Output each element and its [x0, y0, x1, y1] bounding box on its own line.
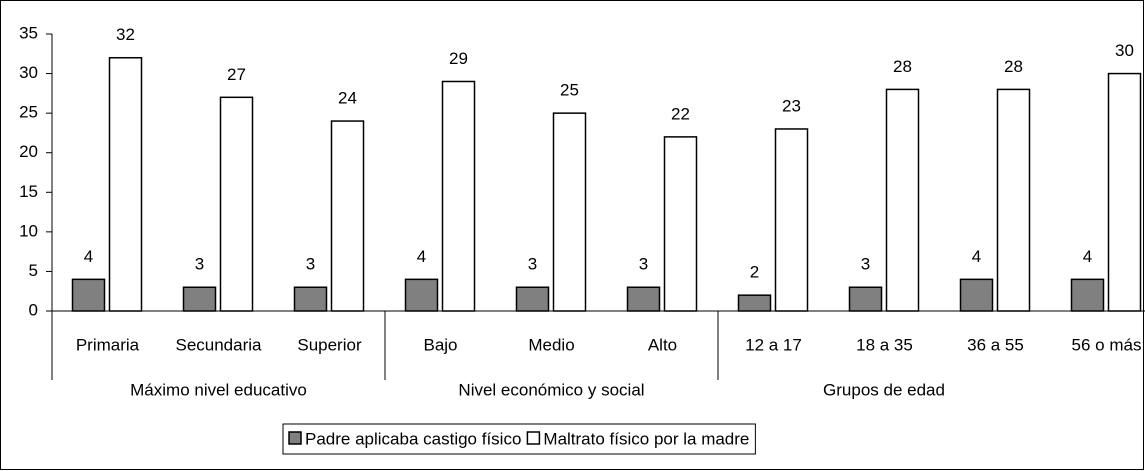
data-label: 3 [639, 255, 648, 274]
bar [848, 286, 883, 312]
x-tick-label: 36 a 55 [967, 335, 1024, 354]
data-label: 4 [84, 247, 93, 266]
data-label: 2 [750, 263, 759, 282]
x-tick-label: Superior [297, 335, 362, 354]
bar [404, 278, 439, 312]
legend-swatch [288, 431, 302, 445]
group-label: Grupos de edad [823, 380, 945, 399]
bar [71, 278, 106, 312]
bar [996, 88, 1031, 312]
bar [774, 128, 809, 312]
bar [330, 120, 365, 312]
data-label: 4 [1083, 247, 1092, 266]
data-label: 29 [449, 49, 468, 68]
group-label: Máximo nivel educativo [130, 380, 307, 399]
data-label: 32 [116, 25, 135, 44]
data-label: 3 [306, 255, 315, 274]
x-tick-label: 12 a 17 [745, 335, 802, 354]
data-label: 3 [195, 255, 204, 274]
data-label: 28 [1004, 57, 1023, 76]
data-label: 25 [560, 81, 579, 100]
y-tick-label: 30 [19, 63, 38, 82]
data-label: 4 [417, 247, 426, 266]
bar [1070, 278, 1105, 312]
bar [626, 286, 661, 312]
data-label: 4 [972, 247, 981, 266]
y-tick-label: 10 [19, 221, 38, 240]
x-tick-label: Secundaria [175, 335, 262, 354]
data-label: 27 [227, 65, 246, 84]
bar [1107, 72, 1142, 312]
bar [219, 96, 254, 312]
y-tick-label: 0 [29, 300, 38, 319]
data-label: 28 [893, 57, 912, 76]
group-label: Nivel económico y social [458, 380, 644, 399]
x-tick-label: Primaria [76, 335, 140, 354]
y-tick-label: 5 [29, 261, 38, 280]
legend-label: Padre aplicaba castigo físico [305, 429, 521, 448]
data-label: 30 [1115, 41, 1134, 60]
bar [515, 286, 550, 312]
bar [293, 286, 328, 312]
y-tick-label: 35 [19, 23, 38, 42]
data-label: 3 [528, 255, 537, 274]
bar [885, 88, 920, 312]
y-tick-label: 25 [19, 103, 38, 122]
bar [737, 294, 772, 312]
legend-label: Maltrato físico por la madre [543, 429, 749, 448]
bar [182, 286, 217, 312]
bar [108, 56, 143, 312]
data-label: 24 [338, 89, 357, 108]
bar [959, 278, 994, 312]
x-tick-label: Medio [528, 335, 574, 354]
y-tick-label: 20 [19, 142, 38, 161]
y-tick-label: 15 [19, 182, 38, 201]
x-tick-label: Bajo [423, 335, 457, 354]
data-label: 3 [861, 255, 870, 274]
bar [441, 80, 476, 312]
data-label: 22 [671, 104, 690, 123]
x-tick-label: 18 a 35 [856, 335, 913, 354]
x-tick-label: Alto [648, 335, 677, 354]
legend [282, 423, 756, 455]
bar [552, 112, 587, 312]
data-label: 23 [782, 96, 801, 115]
legend-swatch [526, 431, 541, 445]
bar [663, 136, 698, 312]
x-tick-label: 56 o más [1072, 335, 1142, 354]
